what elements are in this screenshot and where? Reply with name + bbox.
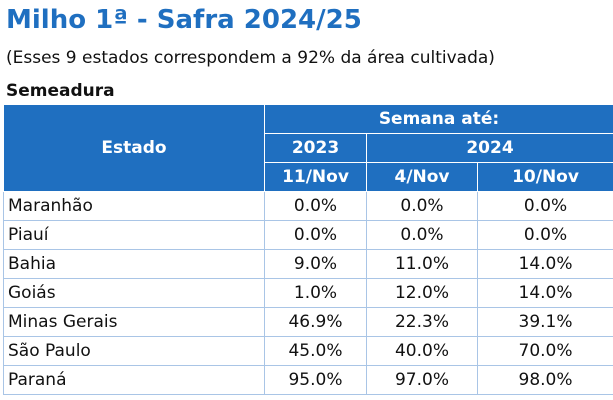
table-body: Maranhão 0.0% 0.0% 0.0% Piauí 0.0% 0.0% …	[3, 191, 613, 395]
table-row: Maranhão 0.0% 0.0% 0.0%	[3, 191, 613, 221]
subtitle: (Esses 9 estados correspondem a 92% da á…	[6, 48, 495, 68]
state-cell: Bahia	[3, 249, 265, 279]
value-cell: 9.0%	[264, 249, 367, 279]
header-year-2023: 2023	[264, 133, 367, 163]
value-cell: 45.0%	[264, 336, 367, 366]
header-row: 11/Nov 4/Nov 10/Nov	[4, 162, 613, 192]
table-row: Piauí 0.0% 0.0% 0.0%	[3, 220, 613, 250]
value-cell: 14.0%	[476, 278, 613, 308]
header-row: Estado Semana até:	[3, 104, 613, 192]
value-cell: 1.0%	[264, 278, 367, 308]
table-row: Minas Gerais 46.9% 22.3% 39.1%	[3, 307, 613, 337]
value-cell: 0.0%	[476, 191, 613, 221]
value-cell: 95.0%	[264, 365, 367, 395]
header-date: 4/Nov	[366, 162, 478, 192]
value-cell: 11.0%	[366, 249, 478, 279]
value-cell: 39.1%	[476, 307, 613, 337]
value-cell: 97.0%	[366, 365, 478, 395]
header-date: 11/Nov	[264, 162, 367, 192]
value-cell: 70.0%	[476, 336, 613, 366]
header-semana: Semana até:	[263, 104, 613, 134]
state-cell: Paraná	[3, 365, 265, 395]
state-cell: Piauí	[3, 220, 265, 250]
state-cell: Maranhão	[3, 191, 265, 221]
state-cell: Minas Gerais	[3, 307, 265, 337]
page-title: Milho 1ª - Safra 2024/25	[6, 5, 362, 35]
value-cell: 12.0%	[366, 278, 478, 308]
header-date: 10/Nov	[476, 162, 613, 192]
header-estado: Estado	[3, 104, 265, 192]
planting-progress-table: Estado Semana até: 2023 2024 11/Nov 4/No…	[3, 104, 613, 395]
value-cell: 0.0%	[476, 220, 613, 250]
value-cell: 0.0%	[366, 220, 478, 250]
table-header: Estado Semana até: 2023 2024 11/Nov 4/No…	[3, 104, 613, 192]
table-row: Paraná 95.0% 97.0% 98.0%	[3, 365, 613, 395]
value-cell: 0.0%	[366, 191, 478, 221]
value-cell: 40.0%	[366, 336, 478, 366]
header-year-2024: 2024	[365, 133, 613, 163]
section-heading: Semeadura	[6, 81, 115, 101]
value-cell: 22.3%	[366, 307, 478, 337]
table-row: Bahia 9.0% 11.0% 14.0%	[3, 249, 613, 279]
value-cell: 0.0%	[264, 220, 367, 250]
value-cell: 0.0%	[264, 191, 367, 221]
table-row: São Paulo 45.0% 40.0% 70.0%	[3, 336, 613, 366]
state-cell: São Paulo	[3, 336, 265, 366]
value-cell: 14.0%	[476, 249, 613, 279]
value-cell: 98.0%	[476, 365, 613, 395]
table-row: Goiás 1.0% 12.0% 14.0%	[3, 278, 613, 308]
value-cell: 46.9%	[264, 307, 367, 337]
state-cell: Goiás	[3, 278, 265, 308]
